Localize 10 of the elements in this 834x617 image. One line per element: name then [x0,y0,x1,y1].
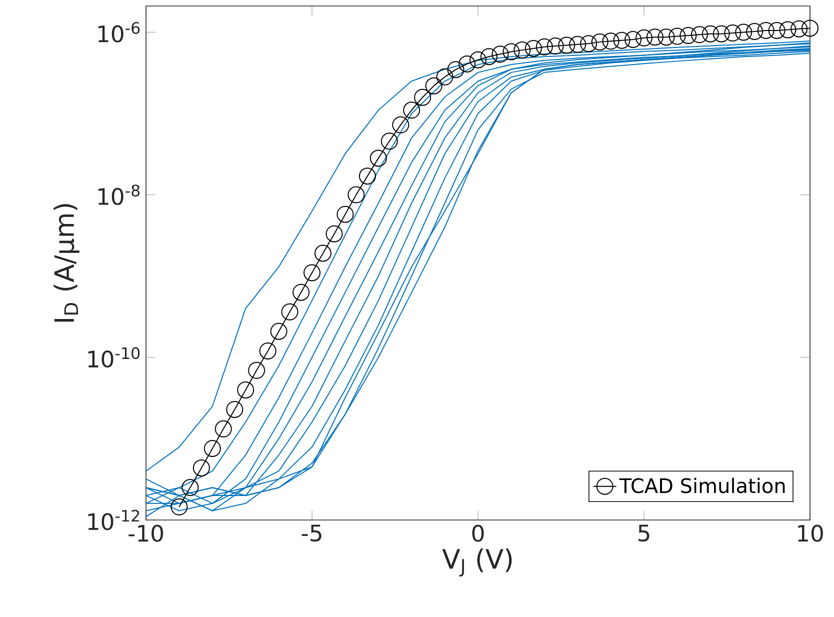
y-tick-label: 10$^{-8}$ [98,184,140,206]
y-tick-label: 10$^{-6}$ [98,22,140,42]
x-axis-title: V$_{J}$ (V) [442,548,512,576]
legend-label: TCAD Simulation [619,478,785,494]
x-tick-label: 5 [638,524,650,542]
x-tick-label: 10 [798,524,823,542]
x-tick-label: -5 [302,524,322,542]
x-tick-label: 0 [472,524,484,542]
y-tick-label: 10$^{-10}$ [88,347,140,368]
y-axis-title: I$_{D}$ (A/µm) [54,204,80,322]
